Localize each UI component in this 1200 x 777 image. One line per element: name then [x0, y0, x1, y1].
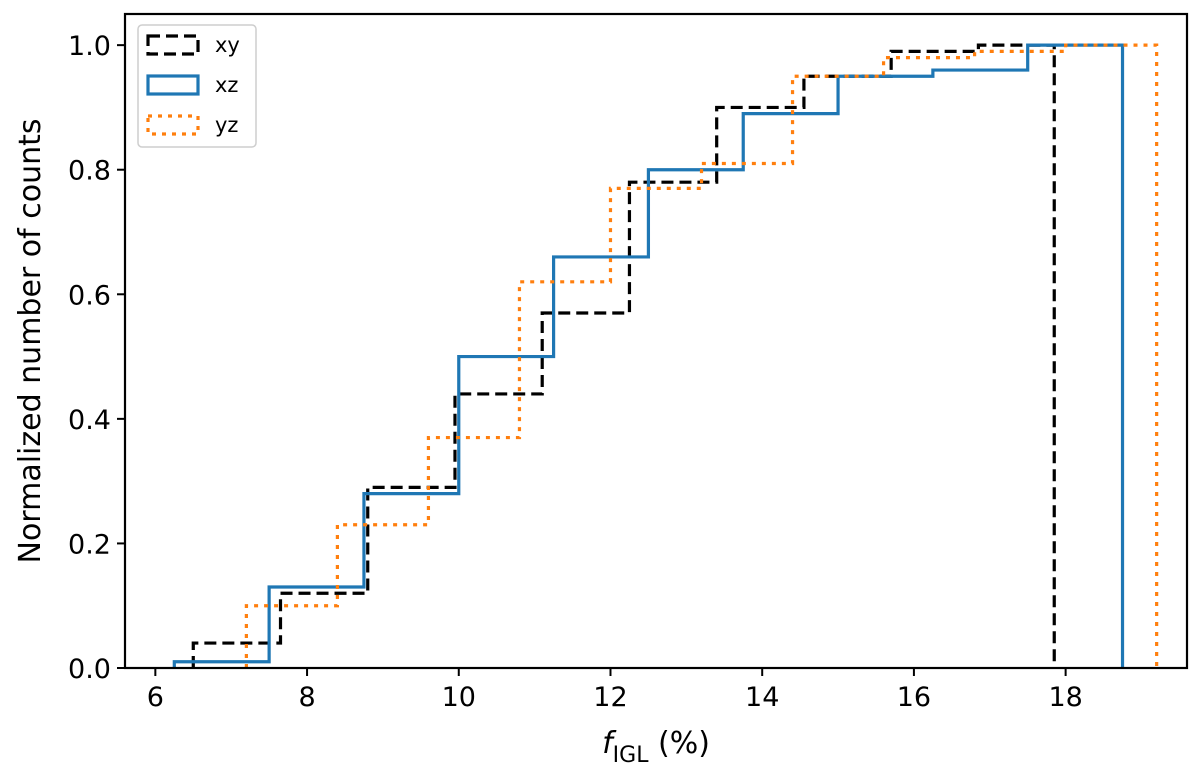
axes-layer: 6 8 10 12 14 16 18 0.0 0.2 0.4 0.6 0.8 1.0 fIGL (%) No… [13, 12, 1189, 768]
x-tick-label: 12 [593, 682, 627, 713]
legend-swatch-xz [146, 74, 200, 96]
series-line-xz [172, 43, 1125, 668]
legend: xy xz yz [137, 24, 257, 148]
series-line-xy [191, 43, 1056, 668]
x-tick-label: 6 [147, 682, 164, 713]
y-tick-label: 0.0 [68, 654, 111, 685]
y-axis-label: Normalized number of counts [13, 118, 48, 563]
legend-swatch-xy [146, 34, 200, 56]
y-tick-label: 0.6 [68, 280, 111, 311]
legend-label-xz: xz [215, 73, 238, 97]
x-tick-label: 10 [442, 682, 476, 713]
x-tick-label: 14 [745, 682, 779, 713]
y-tick-label: 1.0 [68, 31, 111, 62]
x-tick-label: 18 [1048, 682, 1082, 713]
x-tick-label: 16 [897, 682, 931, 713]
legend-swatch-yz [146, 114, 200, 136]
series-line-yz [244, 43, 1159, 668]
y-tick-label: 0.8 [68, 156, 111, 187]
legend-label-yz: yz [215, 113, 238, 137]
plot-frame [123, 12, 1189, 670]
x-axis-label: fIGL (%) [602, 726, 710, 768]
x-tick-label: 8 [298, 682, 315, 713]
series-layer [172, 43, 1159, 668]
y-tick-label: 0.2 [68, 529, 111, 560]
legend-label-xy: xy [215, 33, 240, 57]
y-tick-label: 0.4 [68, 405, 111, 436]
